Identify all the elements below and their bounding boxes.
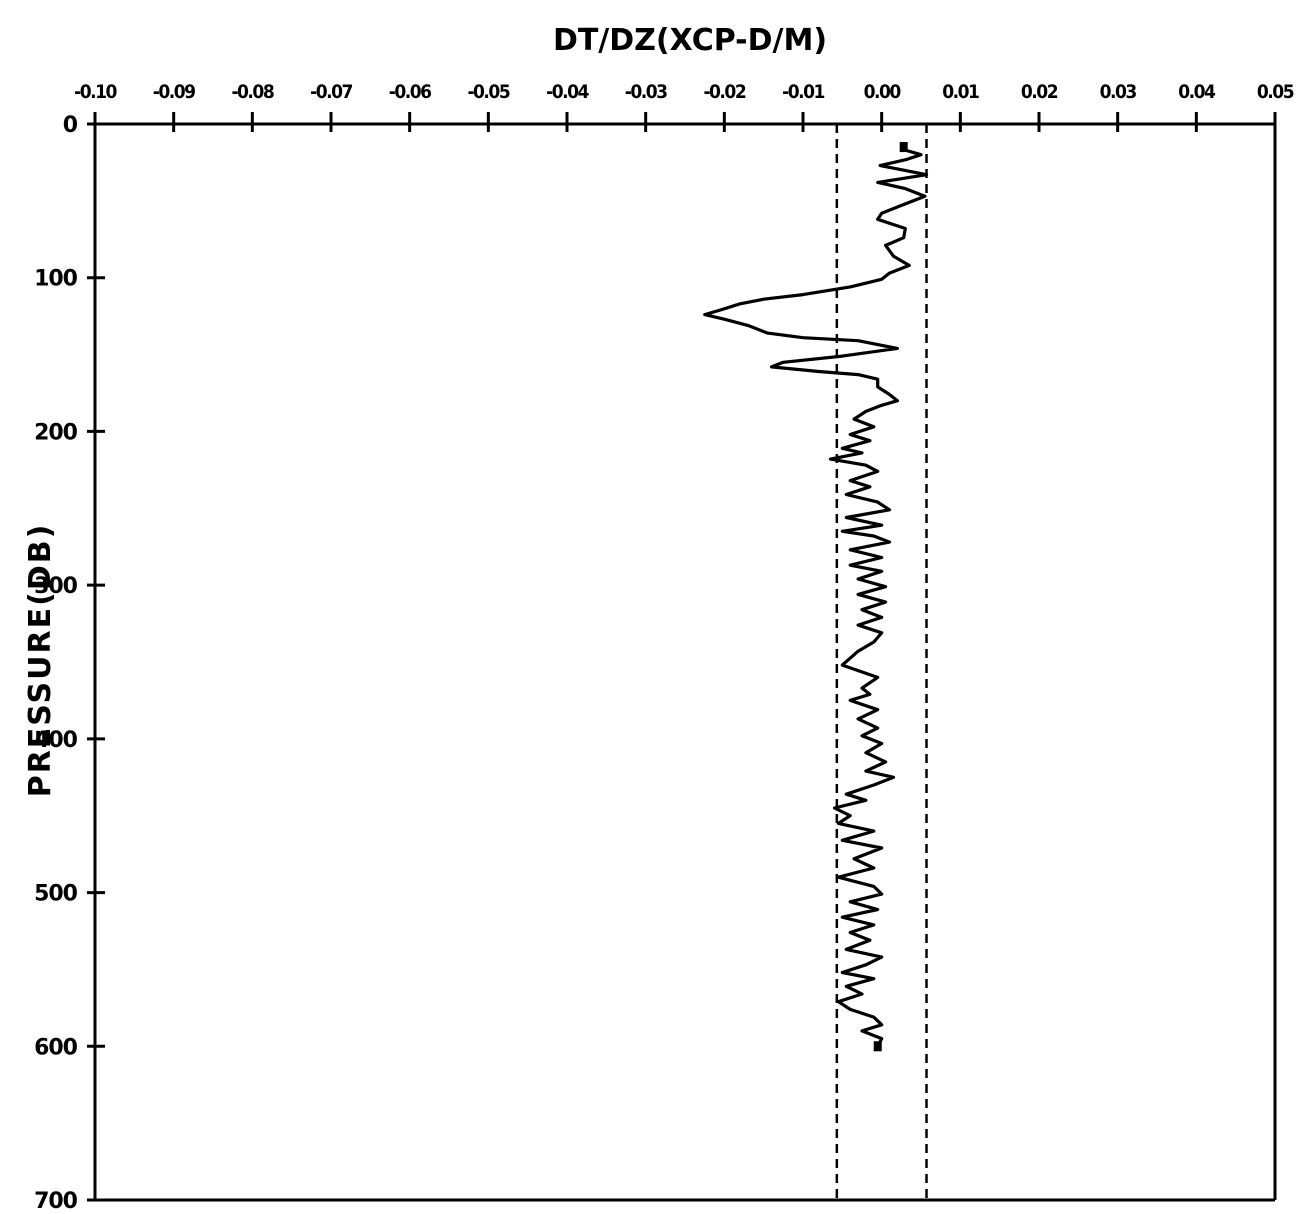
y-tick-label: 400 bbox=[34, 728, 78, 753]
x-tick-label: 0.01 bbox=[942, 81, 979, 103]
y-tick-label: 600 bbox=[34, 1035, 78, 1060]
x-tick-label: -0.03 bbox=[625, 81, 667, 103]
x-tick-label: 0.04 bbox=[1178, 81, 1216, 103]
x-tick-label: 0.00 bbox=[864, 81, 902, 103]
x-tick-label: 0.05 bbox=[1257, 81, 1294, 103]
series-end-marker bbox=[873, 1041, 882, 1052]
x-tick-label: -0.05 bbox=[467, 81, 509, 103]
chart-title: DT/DZ(XCP-D/M) bbox=[553, 23, 827, 58]
axes bbox=[93, 122, 1277, 1202]
x-tick-label: -0.08 bbox=[231, 81, 273, 103]
x-tick-label: 0.02 bbox=[1021, 81, 1058, 103]
x-tick-label: -0.07 bbox=[310, 81, 352, 103]
x-tick-label: 0.03 bbox=[1100, 81, 1137, 103]
x-tick-label: -0.01 bbox=[782, 81, 824, 103]
x-tick-label: -0.06 bbox=[389, 81, 431, 103]
x-tick-label: -0.02 bbox=[703, 81, 745, 103]
y-tick-label: 100 bbox=[34, 267, 78, 292]
series-start-marker bbox=[899, 142, 908, 153]
x-tick-label: -0.09 bbox=[153, 81, 195, 103]
y-tick-label: 700 bbox=[34, 1189, 78, 1214]
x-tick-label: -0.10 bbox=[74, 81, 117, 103]
y-tick-label: 200 bbox=[34, 420, 78, 445]
y-axis-label: PRESSURE(DB) bbox=[23, 523, 58, 798]
y-tick-label: 300 bbox=[34, 574, 78, 599]
y-tick-label: 0 bbox=[63, 113, 78, 138]
y-axis-ticks: 0 100 200 300 400 500 600 700 bbox=[34, 113, 105, 1214]
x-axis-ticks: -0.10 -0.09 -0.08 -0.07 -0.06 -0.05 -0.04 -0.03… bbox=[74, 81, 1295, 132]
series-line bbox=[703, 145, 929, 1048]
y-tick-label: 500 bbox=[34, 882, 78, 907]
x-tick-label: -0.04 bbox=[546, 81, 589, 103]
series-lines bbox=[703, 142, 929, 1052]
